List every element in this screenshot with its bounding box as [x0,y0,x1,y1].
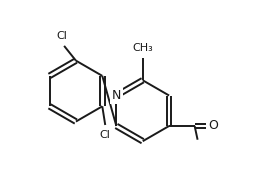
Text: O: O [208,119,218,132]
Text: CH₃: CH₃ [132,43,153,53]
Text: Cl: Cl [100,130,111,140]
Text: Cl: Cl [57,31,68,41]
Text: N: N [112,89,121,102]
